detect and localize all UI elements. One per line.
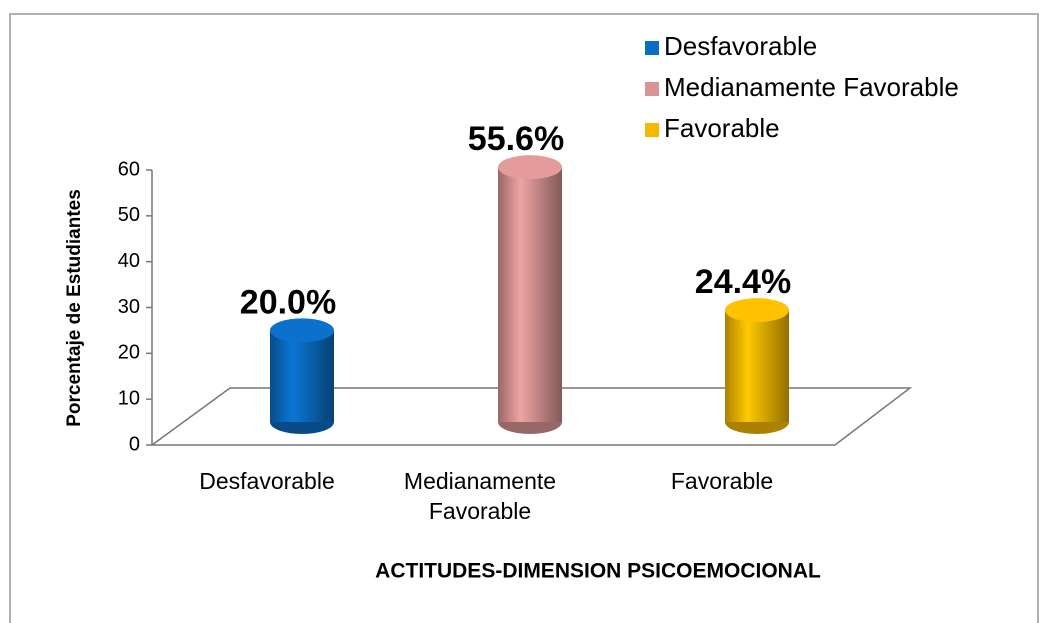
y-tick-label: 50 — [118, 204, 140, 226]
legend-label: Desfavorable — [664, 31, 817, 61]
bar — [270, 330, 334, 422]
legend-swatch — [645, 41, 659, 55]
bar — [498, 167, 562, 422]
value-label: 55.6% — [468, 120, 564, 158]
x-tick-label: Desfavorable — [199, 468, 335, 494]
legend-label: Favorable — [664, 113, 780, 143]
bar — [725, 310, 789, 422]
x-tick-label: Favorable — [670, 468, 774, 494]
y-tick-label: 30 — [118, 296, 140, 318]
legend-swatch — [645, 123, 659, 137]
legend-swatch — [645, 82, 659, 96]
floor — [151, 387, 913, 446]
y-axis-title: Porcentaje de Estudiantes — [64, 189, 85, 427]
y-tick-label: 20 — [118, 342, 140, 364]
legend-label: Medianamente Favorable — [664, 72, 959, 102]
bar-top — [498, 155, 562, 180]
chart-frame — [9, 13, 1039, 623]
value-label: 24.4% — [695, 263, 791, 301]
value-label: 20.0% — [240, 283, 336, 321]
y-tick-label: 0 — [129, 433, 140, 455]
y-tick-label: 10 — [118, 387, 140, 409]
x-tick-label: Medianamente Favorable — [403, 468, 557, 524]
bar-top — [725, 298, 789, 323]
bar-top — [270, 318, 334, 343]
y-tick-label: 40 — [118, 250, 140, 272]
y-tick-label: 60 — [118, 158, 140, 180]
x-axis-title: ACTITUDES-DIMENSION PSICOEMOCIONAL — [375, 560, 821, 583]
